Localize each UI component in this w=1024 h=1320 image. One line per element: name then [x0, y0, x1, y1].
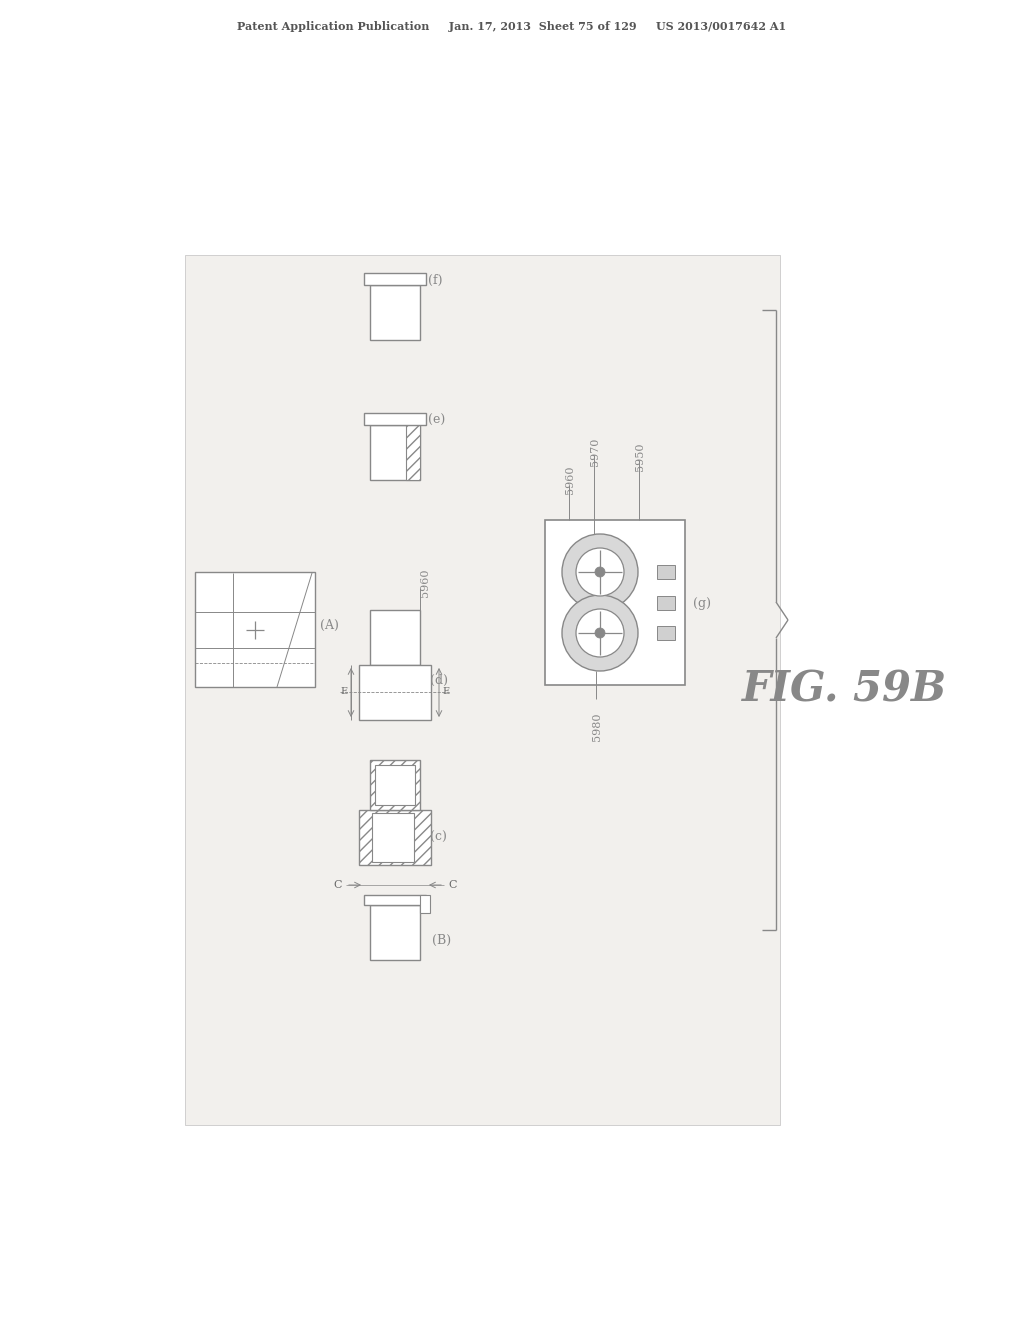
Text: 5970: 5970 [590, 438, 600, 466]
Bar [370, 610, 420, 665]
Bar [406, 425, 420, 480]
Bar [657, 597, 675, 610]
Text: (g): (g) [693, 597, 711, 610]
Bar [370, 285, 420, 341]
Circle shape [575, 548, 624, 597]
Text: (d): (d) [430, 673, 449, 686]
Text: (f): (f) [428, 273, 442, 286]
Text: (c): (c) [430, 830, 446, 843]
Text: 5950: 5950 [635, 442, 645, 471]
Bar [370, 425, 420, 480]
Text: (e): (e) [428, 413, 445, 426]
Bar [359, 665, 431, 719]
Bar [370, 906, 420, 960]
Text: C: C [449, 880, 457, 890]
Circle shape [595, 568, 605, 577]
Bar [364, 273, 426, 285]
Text: 5980: 5980 [592, 713, 602, 742]
Text: E: E [442, 688, 450, 697]
Text: Patent Application Publication     Jan. 17, 2013  Sheet 75 of 129     US 2013/00: Patent Application Publication Jan. 17, … [238, 21, 786, 33]
Circle shape [595, 628, 605, 638]
Bar [657, 565, 675, 579]
Bar [185, 255, 780, 1125]
Text: 5960: 5960 [565, 466, 575, 494]
Bar [359, 810, 431, 865]
Bar [364, 895, 426, 906]
Bar [372, 813, 414, 862]
Bar [195, 572, 315, 686]
Text: E: E [341, 688, 348, 697]
Text: (A): (A) [319, 619, 339, 631]
Bar [370, 760, 420, 810]
Circle shape [562, 595, 638, 671]
Bar [420, 895, 430, 913]
Circle shape [562, 535, 638, 610]
Bar [364, 413, 426, 425]
Bar [657, 626, 675, 640]
Text: 5960: 5960 [420, 569, 430, 597]
Text: FIG. 59B: FIG. 59B [742, 669, 947, 711]
Bar [545, 520, 685, 685]
Bar [375, 766, 415, 805]
Text: (B): (B) [432, 933, 452, 946]
Circle shape [575, 609, 624, 657]
Text: C: C [334, 880, 342, 890]
